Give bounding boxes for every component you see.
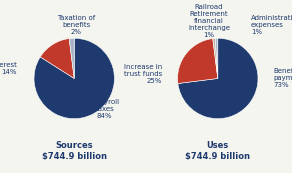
- Wedge shape: [34, 38, 114, 119]
- Text: Benefit
payments
73%: Benefit payments 73%: [273, 69, 292, 88]
- Text: Payroll
taxes
84%: Payroll taxes 84%: [96, 99, 119, 119]
- Text: Uses: Uses: [207, 141, 229, 150]
- Wedge shape: [40, 39, 74, 79]
- Wedge shape: [69, 38, 74, 79]
- Text: Interest
14%: Interest 14%: [0, 62, 17, 75]
- Wedge shape: [178, 39, 218, 84]
- Text: $744.9 billion: $744.9 billion: [42, 152, 107, 161]
- Text: Sources: Sources: [55, 141, 93, 150]
- Text: Railroad
Retirement
financial
interchange
1%: Railroad Retirement financial interchang…: [188, 4, 230, 38]
- Wedge shape: [215, 38, 218, 79]
- Text: Taxation of
benefits
2%: Taxation of benefits 2%: [57, 15, 95, 35]
- Text: Administrative
expenses
1%: Administrative expenses 1%: [251, 15, 292, 35]
- Wedge shape: [213, 38, 218, 79]
- Text: $744.9 billion: $744.9 billion: [185, 152, 250, 161]
- Wedge shape: [178, 38, 258, 119]
- Text: Increase in
trust funds
25%: Increase in trust funds 25%: [124, 64, 162, 84]
